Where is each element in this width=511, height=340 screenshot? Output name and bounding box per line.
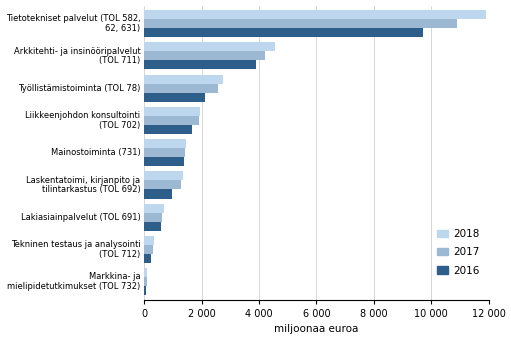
Bar — [145, 181, 181, 189]
Bar — [145, 139, 186, 148]
Bar — [145, 254, 151, 263]
Legend: 2018, 2017, 2016: 2018, 2017, 2016 — [433, 225, 483, 280]
Bar — [145, 84, 218, 93]
Bar — [145, 277, 147, 286]
Bar — [145, 10, 485, 19]
Bar — [145, 148, 185, 157]
Bar — [145, 116, 199, 125]
Bar — [145, 74, 223, 84]
Bar — [145, 286, 146, 295]
Bar — [145, 125, 192, 134]
Bar — [145, 245, 153, 254]
Bar — [145, 268, 147, 277]
Bar — [145, 28, 423, 37]
Bar — [145, 189, 172, 199]
Bar — [145, 42, 275, 51]
Bar — [145, 157, 184, 166]
Bar — [145, 222, 160, 231]
Bar — [145, 213, 162, 222]
Bar — [145, 61, 257, 69]
Bar — [145, 51, 265, 61]
Bar — [145, 19, 457, 28]
X-axis label: miljoonaa euroa: miljoonaa euroa — [274, 324, 359, 335]
Bar — [145, 107, 200, 116]
Bar — [145, 93, 205, 102]
Bar — [145, 236, 154, 245]
Bar — [145, 171, 183, 181]
Bar — [145, 204, 164, 213]
